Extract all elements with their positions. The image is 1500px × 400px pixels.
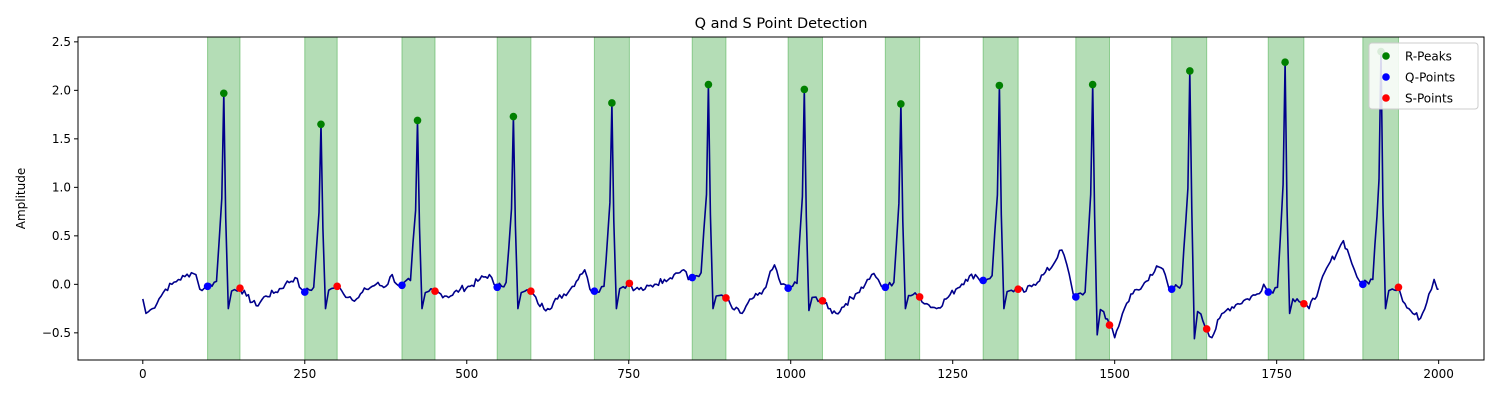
y-tick-label: 1.0 <box>52 180 71 194</box>
q-point-11 <box>1167 285 1176 293</box>
y-tick-label: 2.0 <box>52 83 71 97</box>
r-peak-point-9 <box>995 81 1004 90</box>
y-axis-label: Amplitude <box>14 168 28 230</box>
q-point-2 <box>300 288 309 296</box>
q-point-9 <box>979 276 987 285</box>
s-point-3 <box>431 287 439 295</box>
r-peak-point-5 <box>608 99 616 107</box>
legend-marker-s-point <box>1382 94 1390 102</box>
y-tick-label: 1.5 <box>52 132 71 146</box>
s-point-1 <box>236 284 244 293</box>
s-point-8 <box>915 293 924 301</box>
s-point-12 <box>1300 299 1308 308</box>
x-tick-label: 1250 <box>937 367 968 381</box>
qrs-region-band-2 <box>304 36 338 361</box>
r-peak-point-8 <box>897 100 905 108</box>
q-point-4 <box>493 283 502 292</box>
r-peak-point-2 <box>317 120 325 129</box>
qrs-region-band-5 <box>593 36 630 361</box>
r-peak-point-10 <box>1088 80 1097 89</box>
legend-label-s-point: S-Points <box>1405 92 1453 106</box>
x-tick-label: 1000 <box>775 367 806 381</box>
x-tick-label: 1500 <box>1099 367 1130 381</box>
s-point-4 <box>527 287 535 295</box>
x-tick-label: 250 <box>293 367 316 381</box>
s-point-2 <box>333 282 341 291</box>
y-axis-ticks: −0.5 0.0 0.5 1.0 1.5 2.0 2.5 <box>42 35 78 340</box>
r-peak-point-3 <box>413 116 422 125</box>
legend-marker-r-peak-point <box>1382 52 1390 60</box>
y-tick-label: 2.5 <box>52 35 71 49</box>
qrs-region-band-1 <box>207 36 241 361</box>
r-peak-point-4 <box>509 112 518 121</box>
q-point-8 <box>881 283 890 292</box>
x-axis-ticks: 0 250 500 750 1000 1250 1500 1750 2000 <box>139 360 1454 381</box>
s-point-13 <box>1394 283 1403 292</box>
s-point-5 <box>625 279 634 288</box>
q-point-1 <box>203 282 212 291</box>
q-point-7 <box>784 284 792 293</box>
x-tick-label: 1750 <box>1261 367 1292 381</box>
q-point-12 <box>1264 288 1273 296</box>
y-tick-label: 0.5 <box>52 229 71 243</box>
x-tick-label: 500 <box>455 367 478 381</box>
qrs-region-band-4 <box>496 36 532 361</box>
s-point-11 <box>1202 325 1211 333</box>
detected-points-layer <box>203 47 1403 333</box>
q-point-10 <box>1072 293 1080 301</box>
q-point-3 <box>398 281 406 290</box>
r-peak-point-12 <box>1281 58 1289 67</box>
y-tick-label: 0.0 <box>52 277 71 291</box>
plot-frame <box>77 36 1485 361</box>
legend-box <box>1368 42 1479 110</box>
s-point-6 <box>722 294 730 302</box>
qrs-region-band-8 <box>884 36 921 361</box>
r-peak-point-11 <box>1186 67 1194 75</box>
legend: R-Peaks Q-Points S-Points <box>1368 42 1479 110</box>
x-tick-label: 2000 <box>1423 367 1454 381</box>
x-tick-label: 750 <box>617 367 640 381</box>
y-tick-label: −0.5 <box>42 326 71 340</box>
q-point-13 <box>1359 280 1367 289</box>
r-peak-point-7 <box>800 85 809 94</box>
legend-label-q-point: Q-Points <box>1405 71 1455 85</box>
q-point-5 <box>590 287 599 295</box>
chart-title: Q and S Point Detection <box>695 16 868 32</box>
r-peak-point-1 <box>219 89 228 98</box>
x-tick-label: 0 <box>139 367 147 381</box>
s-point-9 <box>1014 285 1022 293</box>
r-peak-point-6 <box>704 80 713 89</box>
legend-marker-q-point <box>1382 73 1390 81</box>
legend-label-r-peak-point: R-Peaks <box>1405 50 1452 64</box>
q-point-6 <box>688 273 697 282</box>
s-point-7 <box>818 297 827 305</box>
s-point-10 <box>1105 321 1114 329</box>
